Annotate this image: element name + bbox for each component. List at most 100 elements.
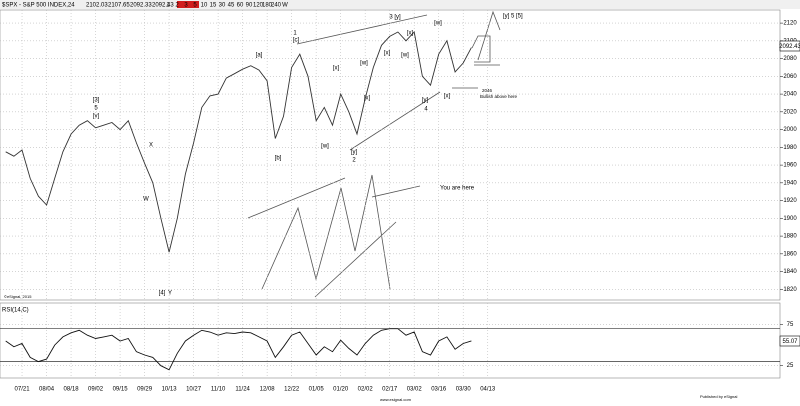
x-tick-label: 01/20 <box>333 387 349 393</box>
x-tick-label: 01/05 <box>309 387 325 393</box>
toolbar-button: 10 <box>201 3 208 9</box>
x-tick-label: 02/17 <box>382 387 398 393</box>
toolbar-button: 240 <box>271 3 282 9</box>
rsi-title: RSI(14,C) <box>2 308 29 314</box>
last-price-box <box>779 40 800 52</box>
wave-label: 2 <box>352 158 356 164</box>
ohlc-close: 2092.43 <box>152 3 174 9</box>
change-box <box>177 1 199 8</box>
toolbar-button: 60 <box>237 3 244 9</box>
wave-label: [x] <box>444 94 451 100</box>
wave-label: Bullish above here <box>480 94 518 99</box>
last-rsi: 55.07 <box>782 339 798 345</box>
toolbar-button: 1 <box>166 3 170 9</box>
x-tick-label: 08/18 <box>64 387 80 393</box>
header-bar <box>0 0 800 9</box>
wave-label: [x] <box>407 31 414 37</box>
wave-label: [w] <box>360 61 368 67</box>
wave-label: You are here <box>440 186 475 192</box>
pointer-line <box>371 185 421 198</box>
wave-label: [w] <box>434 21 442 27</box>
x-tick-label: 02/02 <box>358 387 374 393</box>
wave-label: X <box>149 143 153 149</box>
x-tick-label: 03/30 <box>456 387 472 393</box>
projection <box>477 10 501 61</box>
toolbar-button: 45 <box>228 3 235 9</box>
toolbar-button: 15 <box>210 3 217 9</box>
wave-label: 5 <box>94 106 98 112</box>
y-tick-label: 1960 <box>783 163 797 169</box>
last-rsi-box <box>779 335 800 347</box>
x-tick-label: 09/15 <box>113 387 129 393</box>
x-tick-label: 12/22 <box>284 387 300 393</box>
x-tick-label: 08/04 <box>39 387 55 393</box>
wave-label: [x] <box>364 96 371 102</box>
wedge-zigzag <box>261 174 391 290</box>
x-tick-label: 10/13 <box>162 387 178 393</box>
wave-label: [x] <box>333 66 340 72</box>
x-tick-label: 11/24 <box>235 387 250 393</box>
toolbar-button: 30 <box>219 3 226 9</box>
toolbar-button: 3 <box>184 3 188 9</box>
wave-label: 3 [y] <box>389 15 401 21</box>
channel-line <box>296 14 428 45</box>
y-tick-label: 2000 <box>783 127 797 133</box>
wave-label: [y] <box>422 98 429 104</box>
y-tick-label: 1840 <box>783 269 797 275</box>
x-tick-label: 09/02 <box>88 387 104 393</box>
last-price: 2092.43 <box>779 44 800 50</box>
wedge-line <box>314 221 397 298</box>
x-tick-label: 11/10 <box>211 387 226 393</box>
y-tick-label: 2060 <box>783 74 797 80</box>
y-tick-label: 1980 <box>783 145 797 151</box>
x-tick-label: 12/08 <box>260 387 276 393</box>
wave-label: 1 <box>293 31 297 37</box>
y-tick-label: 25 <box>787 363 794 369</box>
price-line <box>5 31 472 253</box>
x-tick-label: 03/16 <box>431 387 447 393</box>
y-tick-label: 2040 <box>783 92 797 98</box>
toolbar-button: 5 <box>193 3 197 9</box>
wave-label: 2046 <box>482 88 493 93</box>
wave-label: W <box>143 197 149 203</box>
wave-label: [b] <box>275 156 282 162</box>
ohlc-high: 2107.65 <box>108 3 130 9</box>
copyright: ©eSignal, 2015 <box>4 294 32 299</box>
x-tick-label: 07/21 <box>15 387 31 393</box>
channel-line <box>349 91 441 151</box>
site: www.esignal.com <box>380 397 412 402</box>
wedge-line <box>247 177 346 219</box>
wave-label: [c] <box>293 38 300 44</box>
rsi-line <box>5 328 472 371</box>
ohlc-low: 2092.33 <box>130 3 152 9</box>
wave-label: [v] <box>93 114 100 120</box>
wave-label: [w] <box>401 53 409 59</box>
chart-title: $SPX - S&P 500 INDEX,24 <box>2 3 75 9</box>
wave-label: [x] <box>384 51 391 57</box>
y-tick-label: 2120 <box>783 21 797 27</box>
x-tick-label: 04/13 <box>480 387 496 393</box>
y-tick-label: 1920 <box>783 198 797 204</box>
publisher: Published by eSignal <box>700 394 737 399</box>
x-tick-label: 03/02 <box>407 387 423 393</box>
y-tick-label: 1860 <box>783 251 797 257</box>
projection <box>471 35 491 63</box>
wave-label: [3] <box>93 98 100 104</box>
wave-label: [4] <box>159 291 166 297</box>
toolbar-button: 120 <box>253 3 264 9</box>
toolbar-button: 90 <box>246 3 253 9</box>
y-tick-label: 2080 <box>783 56 797 62</box>
wave-label: [y] 5 [5] <box>503 14 523 20</box>
toolbar-button: 2 <box>175 3 179 9</box>
price-frame <box>0 9 781 301</box>
wave-label: [y] <box>351 150 358 156</box>
y-tick-label: 1880 <box>783 234 797 240</box>
wave-label: 4 <box>424 107 428 113</box>
y-tick-label: 75 <box>787 322 794 328</box>
toolbar-button: 180 <box>262 3 273 9</box>
y-tick-label: 1900 <box>783 216 797 222</box>
x-tick-label: 10/27 <box>186 387 202 393</box>
